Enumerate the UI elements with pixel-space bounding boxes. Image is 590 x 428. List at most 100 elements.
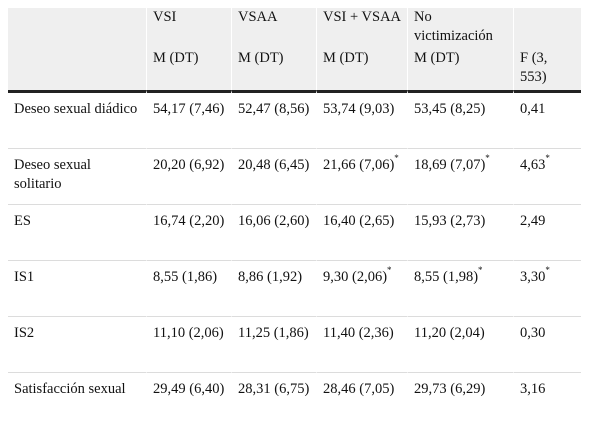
header-row-groups: VSI VSAA VSI + VSAA No victimización (8, 8, 581, 48)
table-row: ES 16,74 (2,20) 16,06 (2,60) 16,40 (2,65) 15… (8, 204, 581, 260)
header-cell: M (DT) (232, 48, 317, 90)
cell-vsaa-value: 52,47 (8,56) (238, 101, 310, 117)
cell-vsi: 8,55 (1,86) (147, 260, 232, 316)
header-cell: M (DT) (147, 48, 232, 90)
cell-vsi-value: 20,20 (6,92) (153, 157, 225, 173)
row-label-value: IS1 (14, 269, 35, 285)
cell-no-victimizacion-value: 53,45 (8,25) (414, 101, 486, 117)
cell-f-statistic: 3,16 (514, 372, 581, 428)
cell-vsi: 16,74 (2,20) (147, 204, 232, 260)
cell-vsi-value: 11,10 (2,06) (153, 325, 224, 341)
cell-vsi-value: 16,74 (2,20) (153, 213, 225, 229)
header-cell: VSI (147, 8, 232, 48)
cell-f-statistic: 4,63* (514, 148, 581, 204)
cell-vsi: 20,20 (6,92) (147, 148, 232, 204)
significance-marker: * (545, 265, 550, 276)
cell-vsi-vsaa-value: 28,46 (7,05) (323, 381, 395, 397)
cell-f-statistic: 3,30* (514, 260, 581, 316)
row-label: IS2 (8, 316, 147, 372)
cell-vsaa-value: 28,31 (6,75) (238, 381, 310, 397)
cell-vsaa: 11,25 (1,86) (232, 316, 317, 372)
cell-f-statistic-value: 0,30 (520, 325, 546, 341)
significance-marker: * (387, 265, 392, 276)
row-label-value: Satisfacción sexual (14, 381, 126, 397)
cell-vsi: 54,17 (7,46) (147, 90, 232, 148)
row-label-value: ES (14, 213, 31, 229)
row-label-value: IS2 (14, 325, 35, 341)
cell-f-statistic: 0,41 (514, 90, 581, 148)
header-cell: F (3, 553) (514, 48, 581, 90)
header-cell: No victimización (408, 8, 514, 48)
row-label: ES (8, 204, 147, 260)
cell-vsaa-value: 20,48 (6,45) (238, 157, 310, 173)
cell-no-victimizacion: 8,55 (1,98)* (408, 260, 514, 316)
header-cell: VSAA (232, 8, 317, 48)
cell-vsi-value: 8,55 (1,86) (153, 269, 218, 285)
significance-marker: * (478, 265, 483, 276)
cell-vsaa: 8,86 (1,92) (232, 260, 317, 316)
cell-vsaa-value: 8,86 (1,92) (238, 269, 303, 285)
cell-vsi-vsaa-value: 53,74 (9,03) (323, 101, 395, 117)
row-label-value: Deseo sexual solitario (14, 157, 91, 192)
cell-vsi-vsaa: 11,40 (2,36) (317, 316, 408, 372)
table-header: VSI VSAA VSI + VSAA No victimización M (… (8, 8, 581, 90)
cell-f-statistic-value: 2,49 (520, 213, 546, 229)
table-row: Satisfacción sexual 29,49 (6,40) 28,31 (6,… (8, 372, 581, 428)
cell-vsaa: 20,48 (6,45) (232, 148, 317, 204)
header-cell: VSI + VSAA (317, 8, 408, 48)
row-label-value: Deseo sexual diádico (14, 101, 138, 117)
cell-vsaa: 28,31 (6,75) (232, 372, 317, 428)
cell-f-statistic-value: 0,41 (520, 101, 546, 117)
cell-no-victimizacion-value: 8,55 (1,98) (414, 269, 479, 285)
table-body: Deseo sexual diádico 54,17 (7,46) 52,47 (8… (8, 90, 581, 428)
header-row-stats: M (DT) M (DT) M (DT) M (DT) F (3, 553) (8, 48, 581, 90)
cell-vsi-vsaa: 28,46 (7,05) (317, 372, 408, 428)
row-label: IS1 (8, 260, 147, 316)
cell-no-victimizacion-value: 29,73 (6,29) (414, 381, 486, 397)
header-cell: M (DT) (317, 48, 408, 90)
cell-f-statistic: 2,49 (514, 204, 581, 260)
cell-f-statistic-value: 3,16 (520, 381, 546, 397)
header-cell: M (DT) (408, 48, 514, 90)
cell-f-statistic-value: 4,63 (520, 157, 546, 173)
header-cell (8, 8, 147, 48)
cell-no-victimizacion-value: 18,69 (7,07) (414, 157, 486, 173)
cell-f-statistic-value: 3,30 (520, 269, 546, 285)
results-table: VSI VSAA VSI + VSAA No victimización M (… (8, 8, 581, 428)
cell-vsi-vsaa: 9,30 (2,06)* (317, 260, 408, 316)
cell-vsi-vsaa-value: 9,30 (2,06) (323, 269, 388, 285)
header-cell (514, 8, 581, 48)
cell-vsi: 29,49 (6,40) (147, 372, 232, 428)
significance-marker: * (485, 153, 490, 164)
table-row: Deseo sexual diádico 54,17 (7,46) 52,47 (8… (8, 90, 581, 148)
cell-vsaa: 16,06 (2,60) (232, 204, 317, 260)
cell-vsi-value: 54,17 (7,46) (153, 101, 225, 117)
cell-no-victimizacion: 11,20 (2,04) (408, 316, 514, 372)
table-row: Deseo sexual solitario 20,20 (6,92) 20,48 … (8, 148, 581, 204)
row-label: Deseo sexual solitario (8, 148, 147, 204)
significance-marker: * (394, 153, 399, 164)
cell-vsi-vsaa-value: 11,40 (2,36) (323, 325, 394, 341)
cell-no-victimizacion: 53,45 (8,25) (408, 90, 514, 148)
table-row: IS2 11,10 (2,06) 11,25 (1,86) 11,40 (2,36) 1… (8, 316, 581, 372)
row-label: Deseo sexual diádico (8, 90, 147, 148)
cell-vsi-vsaa-value: 21,66 (7,06) (323, 157, 395, 173)
table-row: IS1 8,55 (1,86) 8,86 (1,92) 9,30 (2,06)* 8,5… (8, 260, 581, 316)
cell-vsaa-value: 16,06 (2,60) (238, 213, 310, 229)
cell-no-victimizacion: 15,93 (2,73) (408, 204, 514, 260)
cell-vsi-vsaa-value: 16,40 (2,65) (323, 213, 395, 229)
cell-no-victimizacion: 29,73 (6,29) (408, 372, 514, 428)
cell-no-victimizacion: 18,69 (7,07)* (408, 148, 514, 204)
cell-f-statistic: 0,30 (514, 316, 581, 372)
cell-no-victimizacion-value: 11,20 (2,04) (414, 325, 485, 341)
cell-vsi-value: 29,49 (6,40) (153, 381, 225, 397)
header-cell (8, 48, 147, 90)
row-label: Satisfacción sexual (8, 372, 147, 428)
cell-no-victimizacion-value: 15,93 (2,73) (414, 213, 486, 229)
cell-vsi-vsaa: 16,40 (2,65) (317, 204, 408, 260)
significance-marker: * (545, 153, 550, 164)
cell-vsi-vsaa: 53,74 (9,03) (317, 90, 408, 148)
cell-vsaa-value: 11,25 (1,86) (238, 325, 309, 341)
cell-vsi-vsaa: 21,66 (7,06)* (317, 148, 408, 204)
cell-vsi: 11,10 (2,06) (147, 316, 232, 372)
